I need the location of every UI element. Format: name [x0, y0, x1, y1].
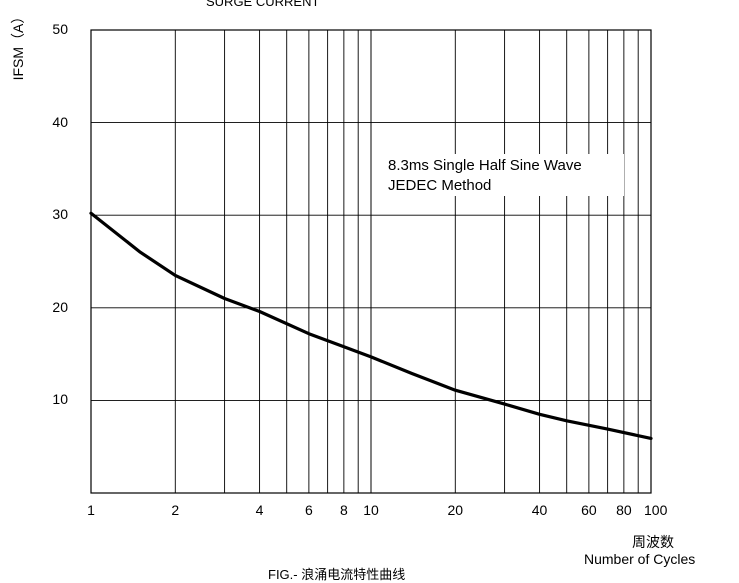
y-tick-label: 50 — [52, 21, 68, 37]
x-tick-label: 20 — [447, 502, 464, 518]
y-axis-label: IFSM（A） — [10, 9, 26, 81]
y-tick-label: 20 — [52, 298, 68, 315]
y-tick-label: 40 — [52, 113, 68, 130]
x-tick-label: 2 — [171, 502, 180, 518]
x-tick-label: 4 — [255, 502, 264, 518]
annotation-line-1: 8.3ms Single Half Sine Wave — [388, 157, 582, 174]
chart-title: SURGE CURRENT — [206, 0, 320, 9]
y-tick-label: 10 — [52, 391, 68, 408]
y-tick-label: 30 — [52, 206, 68, 223]
surge-curve-series — [89, 211, 653, 440]
annotation-line-2: JEDEC Method — [388, 177, 492, 194]
horizontal-grid — [91, 122, 651, 401]
x-tick-label: 100 — [643, 502, 668, 518]
x-tick-label: 80 — [616, 502, 632, 518]
x-tick-label: 40 — [531, 502, 548, 518]
x-tick-label: 10 — [363, 502, 379, 518]
x-axis-label: Number of Cycles — [584, 551, 696, 567]
x-tick-label: 60 — [581, 502, 597, 518]
annotation-background — [384, 154, 624, 196]
x-axis-label-cn: 周波数 — [632, 534, 674, 550]
x-tick-label: 6 — [304, 502, 313, 518]
plot-frame — [90, 29, 652, 494]
figure-caption: FIG.- 浪涌电流特性曲线 — [268, 567, 406, 582]
vertical-grid — [174, 30, 639, 493]
x-tick-label: 1 — [87, 502, 95, 518]
x-tick-label: 8 — [339, 502, 348, 518]
